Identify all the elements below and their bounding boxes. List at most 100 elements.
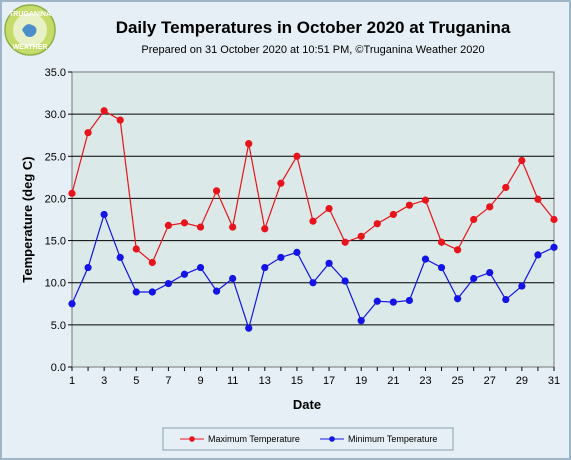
legend-marker	[329, 436, 335, 442]
data-point	[405, 201, 413, 209]
data-point	[389, 210, 397, 219]
data-point	[116, 253, 124, 262]
data-point	[309, 217, 317, 225]
data-point	[486, 269, 494, 277]
x-axis-ticks: 1 3 5 7 9 11 13 15 17 19 21 23 25 27 29 31	[69, 367, 560, 387]
y-tick-label: 25.0	[45, 151, 66, 163]
x-tick-label: 3	[101, 375, 107, 387]
y-tick-label: 10.0	[45, 278, 66, 290]
logo-text-top: TRUGANINA	[9, 11, 51, 18]
data-point	[68, 300, 76, 308]
data-point	[116, 116, 124, 124]
chart-subtitle: Prepared on 31 October 2020 at 10:51 PM,…	[141, 44, 484, 56]
data-point	[550, 243, 558, 251]
data-point	[454, 246, 462, 254]
data-point	[277, 253, 285, 262]
data-point	[84, 263, 92, 272]
data-point	[84, 129, 92, 137]
data-point	[486, 203, 494, 211]
data-point	[229, 274, 237, 283]
data-point	[148, 288, 156, 296]
series-minimum-temperature	[68, 210, 558, 332]
data-point	[293, 248, 301, 256]
data-point	[550, 215, 558, 224]
data-point	[325, 204, 333, 213]
y-tick-label: 5.0	[51, 320, 66, 332]
x-tick-label: 23	[419, 375, 431, 387]
data-point	[373, 220, 381, 228]
data-point	[534, 251, 542, 259]
data-point	[518, 156, 526, 165]
x-tick-label: 27	[484, 375, 496, 387]
y-tick-label: 20.0	[45, 193, 66, 205]
data-point	[261, 263, 269, 272]
x-tick-label: 11	[227, 375, 238, 387]
y-tick-label: 35.0	[45, 67, 66, 79]
x-tick-label: 9	[197, 375, 203, 387]
data-point	[196, 223, 205, 231]
y-tick-label: 15.0	[45, 236, 66, 248]
data-point	[277, 179, 285, 187]
truganina-weather-logo: TRUGANINA WEATHER	[4, 4, 56, 56]
data-point	[164, 279, 172, 288]
x-tick-label: 15	[291, 375, 303, 387]
x-tick-label: 21	[387, 375, 399, 387]
data-point	[245, 324, 253, 332]
data-point	[470, 215, 478, 224]
series-maximum-temperature	[68, 107, 558, 267]
y-axis-ticks: 0.0 5.0 10.0 15.0 20.0 25.0 30.0 35.0	[45, 67, 72, 374]
x-axis-label: Date	[293, 397, 321, 412]
x-tick-label: 31	[548, 375, 560, 387]
y-tick-label: 30.0	[45, 109, 66, 121]
legend-box	[162, 427, 454, 451]
data-point	[405, 296, 413, 305]
legend-marker	[189, 436, 195, 442]
legend: Maximum Temperature Minimum Temperature	[162, 427, 454, 451]
data-point	[148, 258, 156, 267]
data-point	[261, 225, 269, 233]
data-point	[357, 317, 365, 325]
x-tick-label: 29	[516, 375, 528, 387]
data-point	[437, 263, 446, 272]
data-point	[421, 196, 430, 204]
data-point	[132, 245, 140, 253]
data-point	[245, 140, 253, 148]
data-point	[196, 263, 205, 272]
data-point	[293, 152, 301, 160]
data-point	[357, 232, 365, 240]
legend-label: Maximum Temperature	[208, 434, 300, 444]
chart-title: Daily Temperatures in October 2020 at Tr…	[116, 18, 511, 37]
x-tick-label: 5	[133, 375, 139, 387]
data-point	[213, 287, 221, 295]
x-tick-label: 1	[69, 375, 75, 387]
data-point	[454, 295, 462, 303]
data-point	[421, 255, 430, 263]
data-point	[309, 279, 317, 287]
data-point	[100, 107, 108, 115]
data-point	[518, 282, 526, 290]
x-tick-label: 7	[165, 375, 171, 387]
data-point	[389, 298, 397, 306]
data-point	[437, 238, 446, 246]
data-point	[502, 295, 510, 304]
x-tick-label: 13	[259, 375, 271, 387]
data-point	[373, 297, 381, 305]
data-point	[68, 189, 76, 197]
data-point	[341, 277, 349, 285]
data-point	[164, 221, 172, 229]
data-point	[325, 259, 333, 267]
data-point	[180, 219, 189, 227]
legend-label: Minimum Temperature	[348, 434, 437, 444]
data-point	[470, 274, 478, 283]
data-point	[502, 183, 510, 192]
data-point	[341, 238, 349, 246]
data-point	[132, 288, 140, 296]
data-point	[180, 270, 189, 278]
y-tick-label: 0.0	[51, 362, 66, 374]
series-layer	[68, 107, 558, 332]
data-point	[229, 223, 237, 231]
data-point	[100, 210, 108, 219]
x-tick-label: 17	[323, 375, 335, 387]
y-axis-label: Temperature (deg C)	[20, 156, 35, 282]
